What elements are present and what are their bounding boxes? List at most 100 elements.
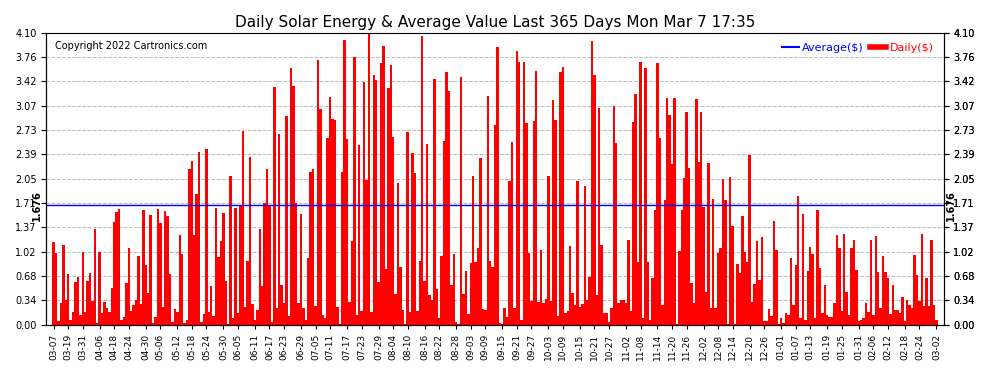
Bar (397, 183, 399, 325)
Bar (399, 267, 402, 325)
Bar (499, 323, 501, 325)
Bar (138, 256, 140, 325)
Bar (147, 292, 149, 325)
Bar (130, 311, 133, 325)
Bar (346, 139, 348, 325)
Bar (601, 245, 603, 325)
Bar (108, 312, 111, 325)
Bar (248, 157, 251, 325)
Bar (164, 211, 166, 325)
Bar (436, 289, 438, 325)
Bar (101, 313, 103, 325)
Bar (931, 240, 933, 325)
Bar (644, 68, 646, 325)
Bar (814, 318, 817, 325)
Bar (812, 254, 814, 325)
Bar (928, 306, 931, 325)
Bar (227, 324, 230, 325)
Bar (266, 169, 268, 325)
Bar (220, 241, 222, 325)
Bar (872, 315, 874, 325)
Bar (173, 309, 176, 325)
Bar (556, 316, 559, 325)
Bar (521, 321, 523, 325)
Bar (802, 213, 804, 325)
Bar (926, 278, 928, 325)
Bar (610, 308, 613, 325)
Bar (424, 280, 426, 325)
Bar (327, 138, 329, 325)
Bar (797, 196, 799, 325)
Bar (380, 63, 382, 325)
Bar (739, 273, 742, 325)
Bar (850, 248, 852, 325)
Bar (923, 306, 926, 325)
Bar (867, 312, 869, 325)
Bar (685, 112, 688, 325)
Bar (625, 303, 628, 325)
Bar (918, 301, 921, 325)
Bar (680, 210, 683, 325)
Bar (429, 295, 431, 325)
Bar (547, 176, 549, 325)
Bar (921, 234, 923, 325)
Bar (419, 261, 421, 325)
Bar (218, 257, 220, 325)
Bar (96, 322, 98, 325)
Bar (89, 273, 91, 325)
Bar (722, 179, 724, 325)
Bar (149, 215, 151, 325)
Bar (668, 115, 671, 325)
Bar (787, 315, 790, 325)
Bar (159, 223, 161, 325)
Bar (799, 318, 802, 325)
Bar (737, 264, 739, 325)
Bar (360, 311, 362, 325)
Bar (847, 315, 850, 325)
Bar (275, 308, 278, 325)
Bar (615, 143, 618, 325)
Bar (469, 263, 472, 325)
Bar (899, 313, 901, 325)
Bar (334, 120, 337, 325)
Bar (477, 248, 479, 325)
Text: 1.676: 1.676 (32, 190, 42, 220)
Bar (753, 284, 755, 325)
Bar (98, 252, 101, 325)
Bar (613, 106, 615, 325)
Bar (748, 155, 750, 325)
Bar (729, 177, 732, 325)
Bar (305, 321, 307, 325)
Bar (446, 72, 447, 325)
Bar (862, 318, 865, 325)
Bar (724, 200, 727, 325)
Bar (936, 321, 938, 325)
Bar (479, 158, 482, 325)
Bar (855, 270, 857, 325)
Bar (472, 176, 474, 325)
Bar (161, 307, 164, 325)
Bar (523, 63, 526, 325)
Bar (877, 272, 879, 325)
Bar (772, 220, 775, 325)
Bar (857, 321, 860, 325)
Bar (671, 164, 673, 325)
Bar (193, 235, 195, 325)
Bar (817, 210, 819, 325)
Bar (596, 295, 598, 325)
Bar (362, 82, 365, 325)
Bar (72, 312, 74, 325)
Bar (591, 41, 593, 325)
Bar (242, 131, 244, 325)
Bar (462, 294, 464, 325)
Bar (819, 268, 821, 325)
Bar (431, 300, 434, 325)
Bar (244, 307, 247, 325)
Bar (758, 280, 760, 325)
Bar (780, 318, 782, 325)
Bar (205, 149, 208, 325)
Bar (489, 261, 491, 325)
Bar (307, 258, 310, 325)
Bar (288, 316, 290, 325)
Bar (319, 109, 322, 325)
